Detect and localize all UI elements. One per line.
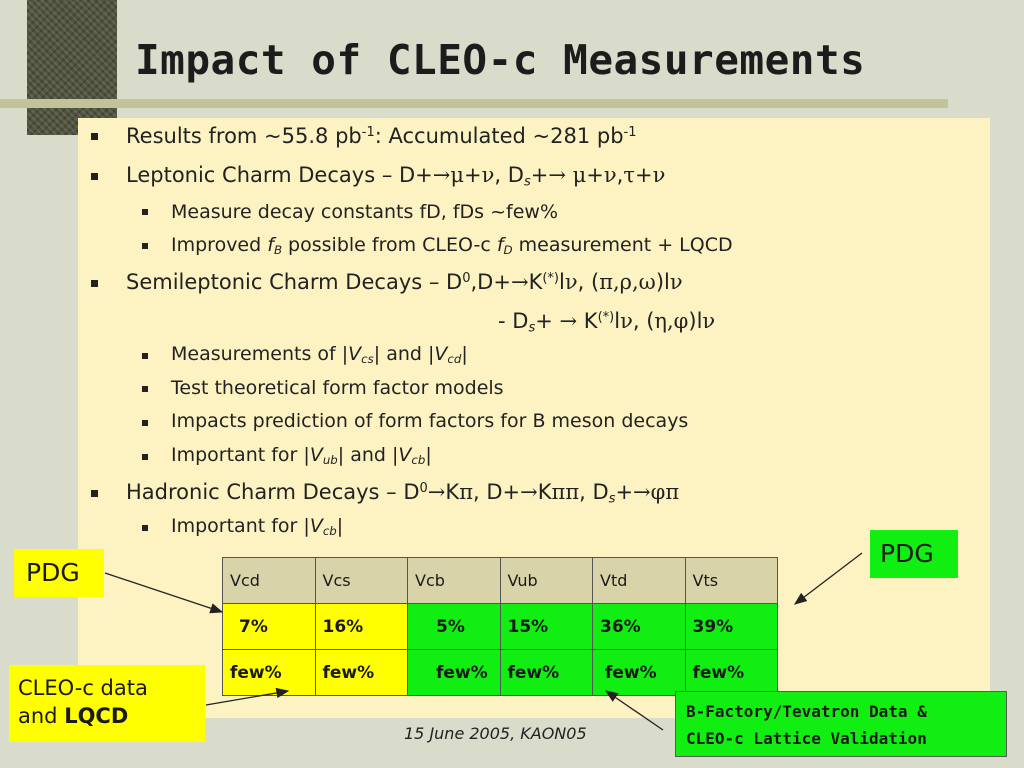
table-header-row: Vcd Vcs Vcb Vub Vtd Vts: [222, 557, 778, 604]
sub-bullet-marker: [142, 209, 148, 215]
table-header-cell: Vub: [499, 557, 593, 604]
sub-bullet-marker: [142, 454, 148, 460]
table-cell: few%: [407, 649, 501, 696]
sub-bullet-b-meson: Impacts prediction of form factors for B…: [171, 410, 689, 432]
sub-bullet-marker: [142, 243, 148, 249]
bullet-results: Results from ~55.8 pb-1: Accumulated ~28…: [126, 124, 637, 148]
pdg-callout-right: PDG: [870, 530, 958, 578]
bullet-hadronic: Hadronic Charm Decays – D0→Kπ, D+→Kππ, D…: [126, 480, 680, 507]
sub-bullet-decay-constants: Measure decay constants fD, fDs ~few%: [171, 201, 558, 223]
table-cell: few%: [499, 649, 593, 696]
footer-date: 15 June 2005, KAON05: [404, 724, 587, 743]
cleo-callout-line1: CLEO-c data: [18, 676, 148, 700]
arrow-cleo: [205, 687, 290, 706]
sub-bullet-vub-vcb: Important for |Vub| and |Vcb|: [171, 444, 432, 467]
decorative-square: [27, 0, 117, 135]
table-header-cell: Vts: [684, 557, 778, 604]
table-row: few% few% few% few% few% few%: [222, 649, 778, 696]
sub-bullet-marker: [142, 386, 148, 392]
table-header-cell: Vcd: [222, 557, 316, 604]
table-header-cell: Vcb: [407, 557, 501, 604]
slide-title: Impact of CLEO-c Measurements: [135, 36, 866, 84]
table-cell: few%: [222, 649, 316, 696]
cleo-callout-line2: and LQCD: [18, 704, 129, 728]
bullet-marker: [91, 133, 98, 140]
table-header-cell: Vcs: [314, 557, 408, 604]
table-cell: 39%: [684, 603, 778, 650]
pdg-callout-left: PDG: [14, 549, 104, 597]
bfactory-callout-line1: B-Factory/Tevatron Data &: [686, 702, 927, 721]
bullet-marker: [91, 173, 98, 180]
sub-bullet-form-factor-models: Test theoretical form factor models: [171, 377, 504, 399]
bfactory-callout-line2: CLEO-c Lattice Validation: [686, 729, 927, 748]
table-cell: few%: [684, 649, 778, 696]
sub-bullet-vcb: Important for |Vcb|: [171, 515, 344, 538]
sub-bullet-vcs-vcd: Measurements of |Vcs| and |Vcd|: [171, 343, 468, 366]
cleo-lqcd-callout: CLEO-c data and LQCD: [9, 665, 205, 742]
sub-bullet-marker: [142, 353, 148, 359]
sub-bullet-improved-fb: Improved fB possible from CLEO-c fD meas…: [171, 234, 733, 257]
bullet-semileptonic: Semileptonic Charm Decays – D0,D+→K(*)lν…: [126, 270, 683, 294]
table-cell: 15%: [499, 603, 593, 650]
bullet-semileptonic-continuation: - Ds+ → K(*)lν, (η,φ)lν: [498, 309, 716, 336]
ckm-precision-table: Vcd Vcs Vcb Vub Vtd Vts 7% 16% 5% 15% 36…: [222, 557, 778, 696]
table-cell: 7%: [222, 603, 316, 650]
arrow-pdg-left: [104, 572, 224, 614]
bullet-marker: [91, 280, 98, 287]
table-cell: few%: [592, 649, 686, 696]
arrow-bfactory: [604, 690, 664, 731]
arrow-pdg-right: [793, 552, 863, 605]
table-cell: 36%: [592, 603, 686, 650]
sub-bullet-marker: [142, 525, 148, 531]
sub-bullet-marker: [142, 420, 148, 426]
table-row: 7% 16% 5% 15% 36% 39%: [222, 603, 778, 650]
bullet-marker: [91, 490, 98, 497]
table-cell: few%: [314, 649, 408, 696]
bfactory-callout: B-Factory/Tevatron Data & CLEO-c Lattice…: [675, 691, 1007, 757]
title-rule: [0, 99, 948, 108]
bullet-leptonic: Leptonic Charm Decays – D+→μ+ν, Ds+→ μ+ν…: [126, 163, 666, 190]
